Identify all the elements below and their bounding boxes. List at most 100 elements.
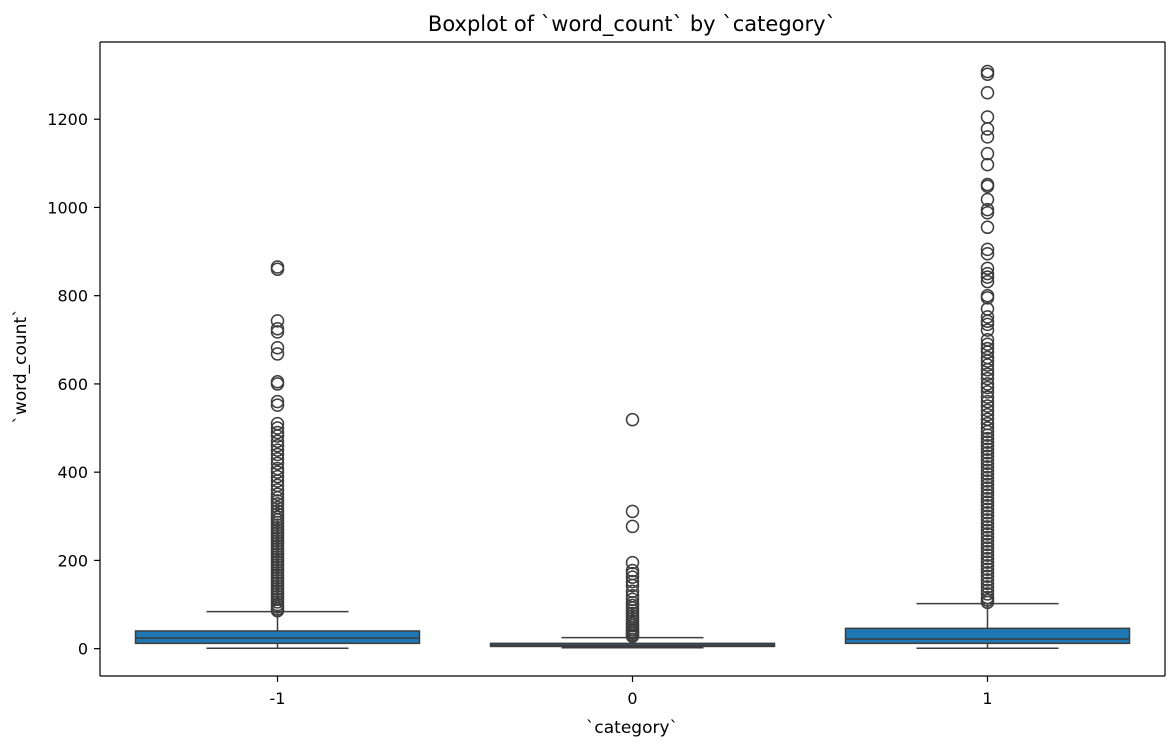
outlier-point <box>980 67 995 81</box>
outlier-point <box>980 408 995 422</box>
outlier-point <box>980 453 995 467</box>
outlier-point <box>980 274 995 289</box>
outlier-point <box>980 481 995 495</box>
outlier-point <box>625 504 640 519</box>
box-group-1 <box>844 64 1131 649</box>
outlier-point <box>980 467 995 481</box>
outlier-point <box>980 548 995 562</box>
outlier-point <box>980 506 995 520</box>
outlier-point <box>980 291 995 305</box>
outlier-point <box>980 523 995 538</box>
outlier-point <box>980 435 995 449</box>
iqr-box <box>134 630 421 645</box>
outlier-point <box>980 446 995 460</box>
outlier-point <box>980 122 995 136</box>
outlier-point <box>980 146 995 161</box>
x-tick-label: 0 <box>627 689 637 708</box>
outlier-point <box>980 509 995 524</box>
outlier-point <box>625 578 640 593</box>
outlier-point <box>980 64 995 79</box>
outlier-point <box>980 484 995 499</box>
outlier-point <box>980 266 995 281</box>
outlier-point <box>980 442 995 456</box>
outlier-point <box>980 424 995 439</box>
outlier-point <box>980 491 995 506</box>
outlier-point <box>980 530 995 545</box>
y-axis-label: `word_count` <box>11 308 31 423</box>
outlier-point <box>980 371 995 386</box>
outlier-point <box>980 566 995 580</box>
outlier-point <box>270 429 285 443</box>
outlier-point <box>980 242 995 257</box>
outlier-point <box>980 85 995 100</box>
y-tick-label: 600 <box>57 375 88 394</box>
outlier-point <box>980 587 995 601</box>
chart-title: Boxplot of `word_count` by `category` <box>428 12 836 37</box>
outlier-point <box>270 262 285 276</box>
y-tick-label: 400 <box>57 463 88 482</box>
outlier-point <box>980 463 995 478</box>
outlier-point <box>980 261 995 276</box>
outlier-point <box>980 569 995 584</box>
outlier-point <box>980 220 995 235</box>
outlier-point <box>980 345 995 359</box>
outlier-point <box>980 498 995 513</box>
outlier-point <box>980 377 995 391</box>
x-tick-label: -1 <box>270 689 286 708</box>
outlier-point <box>980 456 995 471</box>
outlier-point <box>980 541 995 555</box>
outlier-point <box>270 465 285 479</box>
outlier-point <box>980 580 995 594</box>
outlier-point <box>980 421 995 435</box>
outlier-point <box>270 474 285 488</box>
outlier-point <box>980 516 995 531</box>
x-tick-label: 1 <box>982 689 992 708</box>
outlier-point <box>625 555 640 570</box>
outlier-point <box>980 449 995 464</box>
outlier-point <box>980 477 995 492</box>
outlier-point <box>270 456 285 471</box>
outlier-point <box>980 513 995 527</box>
outlier-point <box>980 179 995 194</box>
outlier-point <box>270 447 285 462</box>
outlier-point <box>270 603 285 618</box>
outlier-point <box>980 595 995 610</box>
outlier-point <box>980 460 995 474</box>
y-tick-label: 200 <box>57 551 88 570</box>
outlier-point <box>270 347 285 361</box>
outlier-point <box>980 192 995 207</box>
plot-area: 0 200 400 600 800 1000 1200 -1 0 1 <box>47 41 1166 708</box>
box-group--1 <box>134 260 421 649</box>
outlier-point <box>980 247 995 261</box>
outlier-point <box>980 555 995 569</box>
outlier-point <box>270 421 285 435</box>
outlier-point <box>270 438 285 453</box>
outlier-point <box>980 157 995 172</box>
outlier-point <box>980 470 995 485</box>
outlier-point <box>625 412 640 427</box>
outlier-point <box>270 487 285 501</box>
outlier-point <box>980 562 995 576</box>
y-tick-label: 1200 <box>47 110 88 129</box>
outlier-point <box>980 110 995 124</box>
outlier-point <box>270 322 285 336</box>
outlier-point <box>980 573 995 587</box>
outlier-point <box>980 495 995 509</box>
outlier-point <box>625 629 640 644</box>
outlier-point <box>980 380 995 395</box>
outlier-point <box>980 428 995 442</box>
outlier-point <box>270 394 285 409</box>
outlier-point <box>980 576 995 591</box>
outlier-point <box>270 377 285 391</box>
outlier-point <box>980 390 995 404</box>
outlier-point <box>980 394 995 409</box>
outlier-point <box>980 488 995 502</box>
outlier-point <box>980 317 995 332</box>
outlier-point <box>980 537 995 552</box>
iqr-box <box>844 627 1131 645</box>
outlier-point <box>270 497 285 511</box>
box-group-0 <box>489 412 776 649</box>
y-tick-label: 0 <box>78 640 88 659</box>
x-axis-label: `category` <box>586 718 678 738</box>
